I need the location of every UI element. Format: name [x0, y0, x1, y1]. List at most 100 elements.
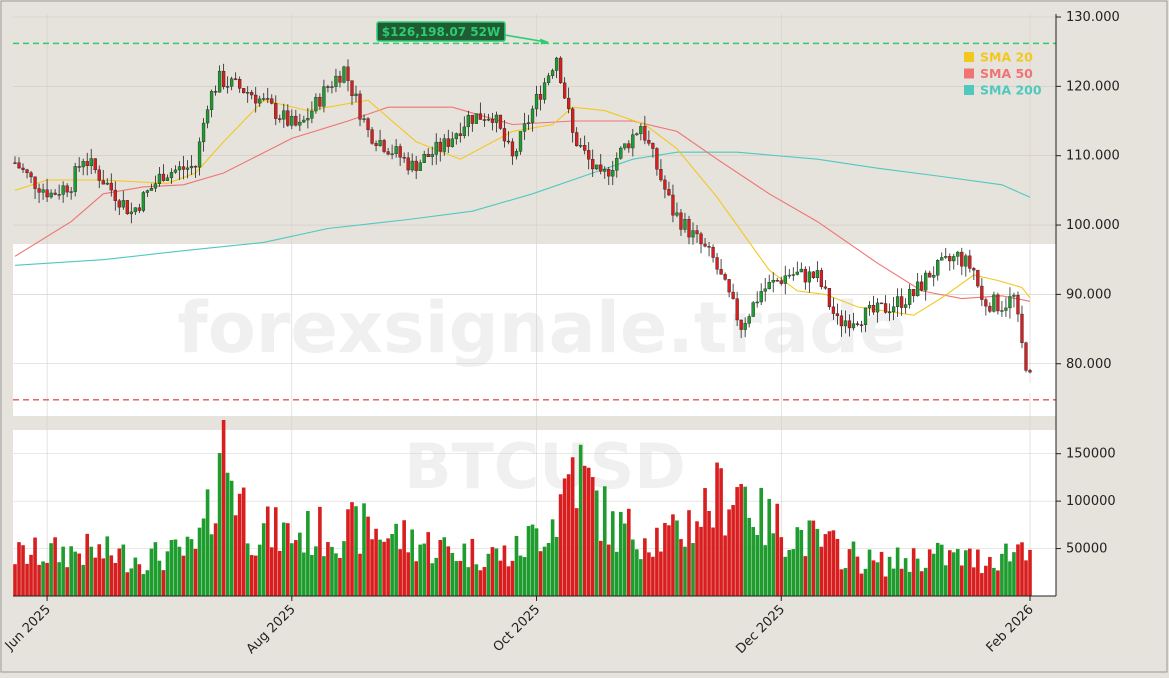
volume-bar	[434, 557, 439, 596]
volume-bar	[739, 484, 743, 596]
volume-bar	[438, 539, 443, 596]
candle-body	[450, 138, 454, 147]
candle-body	[522, 123, 527, 132]
candle-body	[113, 189, 117, 201]
volume-bar	[1004, 543, 1008, 596]
candle-body	[908, 289, 912, 305]
candle-body	[33, 176, 37, 189]
volume-bar	[350, 502, 354, 596]
candle-body	[45, 189, 49, 198]
volume-bar	[823, 534, 828, 596]
candle-body	[703, 243, 707, 247]
volume-bar	[855, 556, 860, 596]
volume-bars	[13, 419, 1032, 596]
volume-bar	[598, 540, 603, 596]
volume-bar	[602, 486, 607, 596]
candle-body	[940, 257, 944, 261]
candle-body	[125, 200, 129, 215]
candle-body	[843, 320, 848, 327]
candle-body	[165, 177, 170, 181]
volume-bar	[185, 536, 190, 596]
volume-bar	[273, 507, 278, 596]
volume-bar	[911, 548, 916, 596]
volume-bar	[494, 548, 499, 596]
candle-body	[482, 119, 487, 121]
volume-bar	[358, 553, 362, 596]
candle-body	[145, 190, 150, 193]
candle-body	[65, 185, 69, 193]
candle-body	[97, 169, 101, 181]
volume-bar	[647, 552, 651, 596]
candle-body	[290, 115, 294, 126]
candle-body	[57, 194, 61, 196]
volume-bar	[839, 569, 844, 596]
volume-bar	[735, 487, 739, 596]
candle-body	[1028, 370, 1032, 373]
volume-bar	[402, 520, 406, 596]
volume-bar	[943, 565, 948, 596]
volume-bar	[927, 549, 932, 596]
candle-body	[197, 141, 202, 168]
volume-bar	[779, 537, 784, 596]
candle-body	[787, 274, 791, 277]
volume-bar	[249, 555, 254, 596]
watermark-symbol: BTCUSD	[404, 430, 686, 503]
candle-body	[189, 165, 194, 169]
candle-body	[310, 110, 314, 119]
volume-bar	[731, 504, 735, 596]
candle-body	[719, 269, 723, 275]
volume-bar	[77, 553, 81, 596]
volume-bar	[41, 561, 45, 596]
sma50-line	[14, 106, 1031, 302]
candle-body	[81, 161, 85, 168]
price-tick-label: 110.000	[1066, 149, 1120, 164]
volume-bar	[586, 467, 591, 596]
candle-body	[715, 257, 719, 270]
reference-lines	[13, 42, 1056, 401]
candle-body	[250, 92, 254, 96]
candle-body	[663, 179, 667, 190]
volume-bar	[33, 537, 37, 596]
volume-bar	[980, 573, 984, 596]
candle-body	[105, 182, 109, 185]
volume-bar	[374, 528, 378, 596]
candle-body	[161, 173, 166, 181]
volume-bar	[819, 546, 824, 596]
volume-bar	[791, 549, 796, 596]
candle-body	[458, 133, 462, 136]
candle-body	[378, 140, 382, 146]
volume-bar	[342, 541, 346, 596]
candle-body	[932, 275, 936, 278]
volume-bar	[719, 468, 723, 596]
volume-bar	[554, 536, 559, 596]
candle-body	[631, 134, 635, 149]
sma20-line	[14, 99, 1031, 316]
candle-body	[85, 161, 89, 167]
volume-bar	[578, 444, 583, 596]
candle-body	[354, 93, 358, 97]
candle-body	[731, 291, 735, 299]
candle-body	[847, 320, 852, 329]
volume-bar	[85, 533, 90, 596]
candle-body	[298, 121, 302, 126]
candle-body	[434, 141, 438, 155]
volume-bar	[807, 520, 812, 596]
volume-bar	[562, 478, 567, 596]
candle-body	[53, 192, 57, 195]
candle-body	[466, 114, 470, 128]
volume-bar	[478, 570, 483, 596]
volume-bar	[17, 542, 21, 596]
candle-body	[410, 160, 414, 171]
volume-bar	[390, 533, 394, 596]
candle-body	[242, 88, 246, 94]
candle-body	[141, 192, 146, 211]
candle-body	[101, 180, 105, 185]
volume-bar	[326, 542, 330, 596]
candle-body	[879, 302, 884, 305]
candle-body	[342, 66, 346, 83]
candle-body	[173, 169, 178, 173]
volume-bar	[546, 542, 551, 596]
volume-bar	[707, 510, 711, 596]
candle-body	[498, 114, 503, 129]
